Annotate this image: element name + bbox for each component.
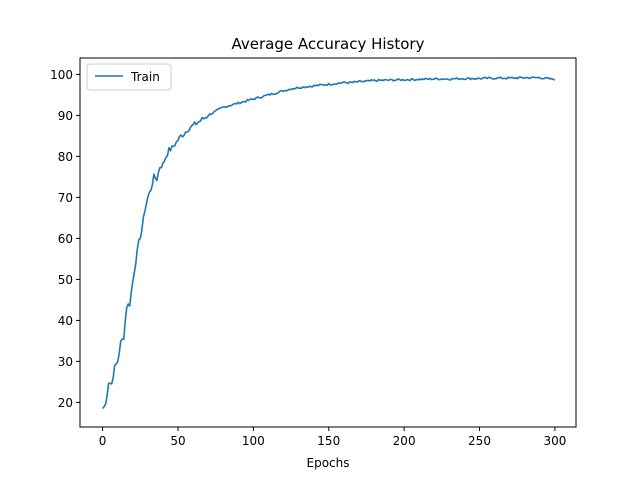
x-axis: 0 50 100 150 200 250 300 xyxy=(99,427,566,448)
x-tick-label-250: 250 xyxy=(468,434,491,448)
y-tick-label-20: 20 xyxy=(58,396,73,410)
chart-title: Average Accuracy History xyxy=(232,35,425,53)
legend: Train xyxy=(86,63,172,91)
x-tick-label-100: 100 xyxy=(242,434,265,448)
y-tick-label-80: 80 xyxy=(58,150,73,164)
y-tick-label-100: 100 xyxy=(50,68,73,82)
y-tick-label-60: 60 xyxy=(58,232,73,246)
axes-frame xyxy=(79,57,577,428)
series-line-train xyxy=(101,76,555,410)
x-tick-label-200: 200 xyxy=(393,434,416,448)
x-tick-label-300: 300 xyxy=(543,434,566,448)
y-tick-label-50: 50 xyxy=(58,273,73,287)
y-tick-label-90: 90 xyxy=(58,109,73,123)
series-layer xyxy=(101,76,555,410)
y-tick-label-70: 70 xyxy=(58,191,73,205)
x-tick-label-0: 0 xyxy=(99,434,107,448)
y-tick-label-30: 30 xyxy=(58,355,73,369)
legend-box xyxy=(86,63,172,91)
x-tick-label-150: 150 xyxy=(317,434,340,448)
y-tick-label-40: 40 xyxy=(58,314,73,328)
y-axis: 20 30 40 50 60 70 80 90 100 xyxy=(50,68,80,410)
legend-label-train: Train xyxy=(130,70,160,84)
x-tick-label-50: 50 xyxy=(170,434,185,448)
x-axis-label: Epochs xyxy=(307,456,350,470)
